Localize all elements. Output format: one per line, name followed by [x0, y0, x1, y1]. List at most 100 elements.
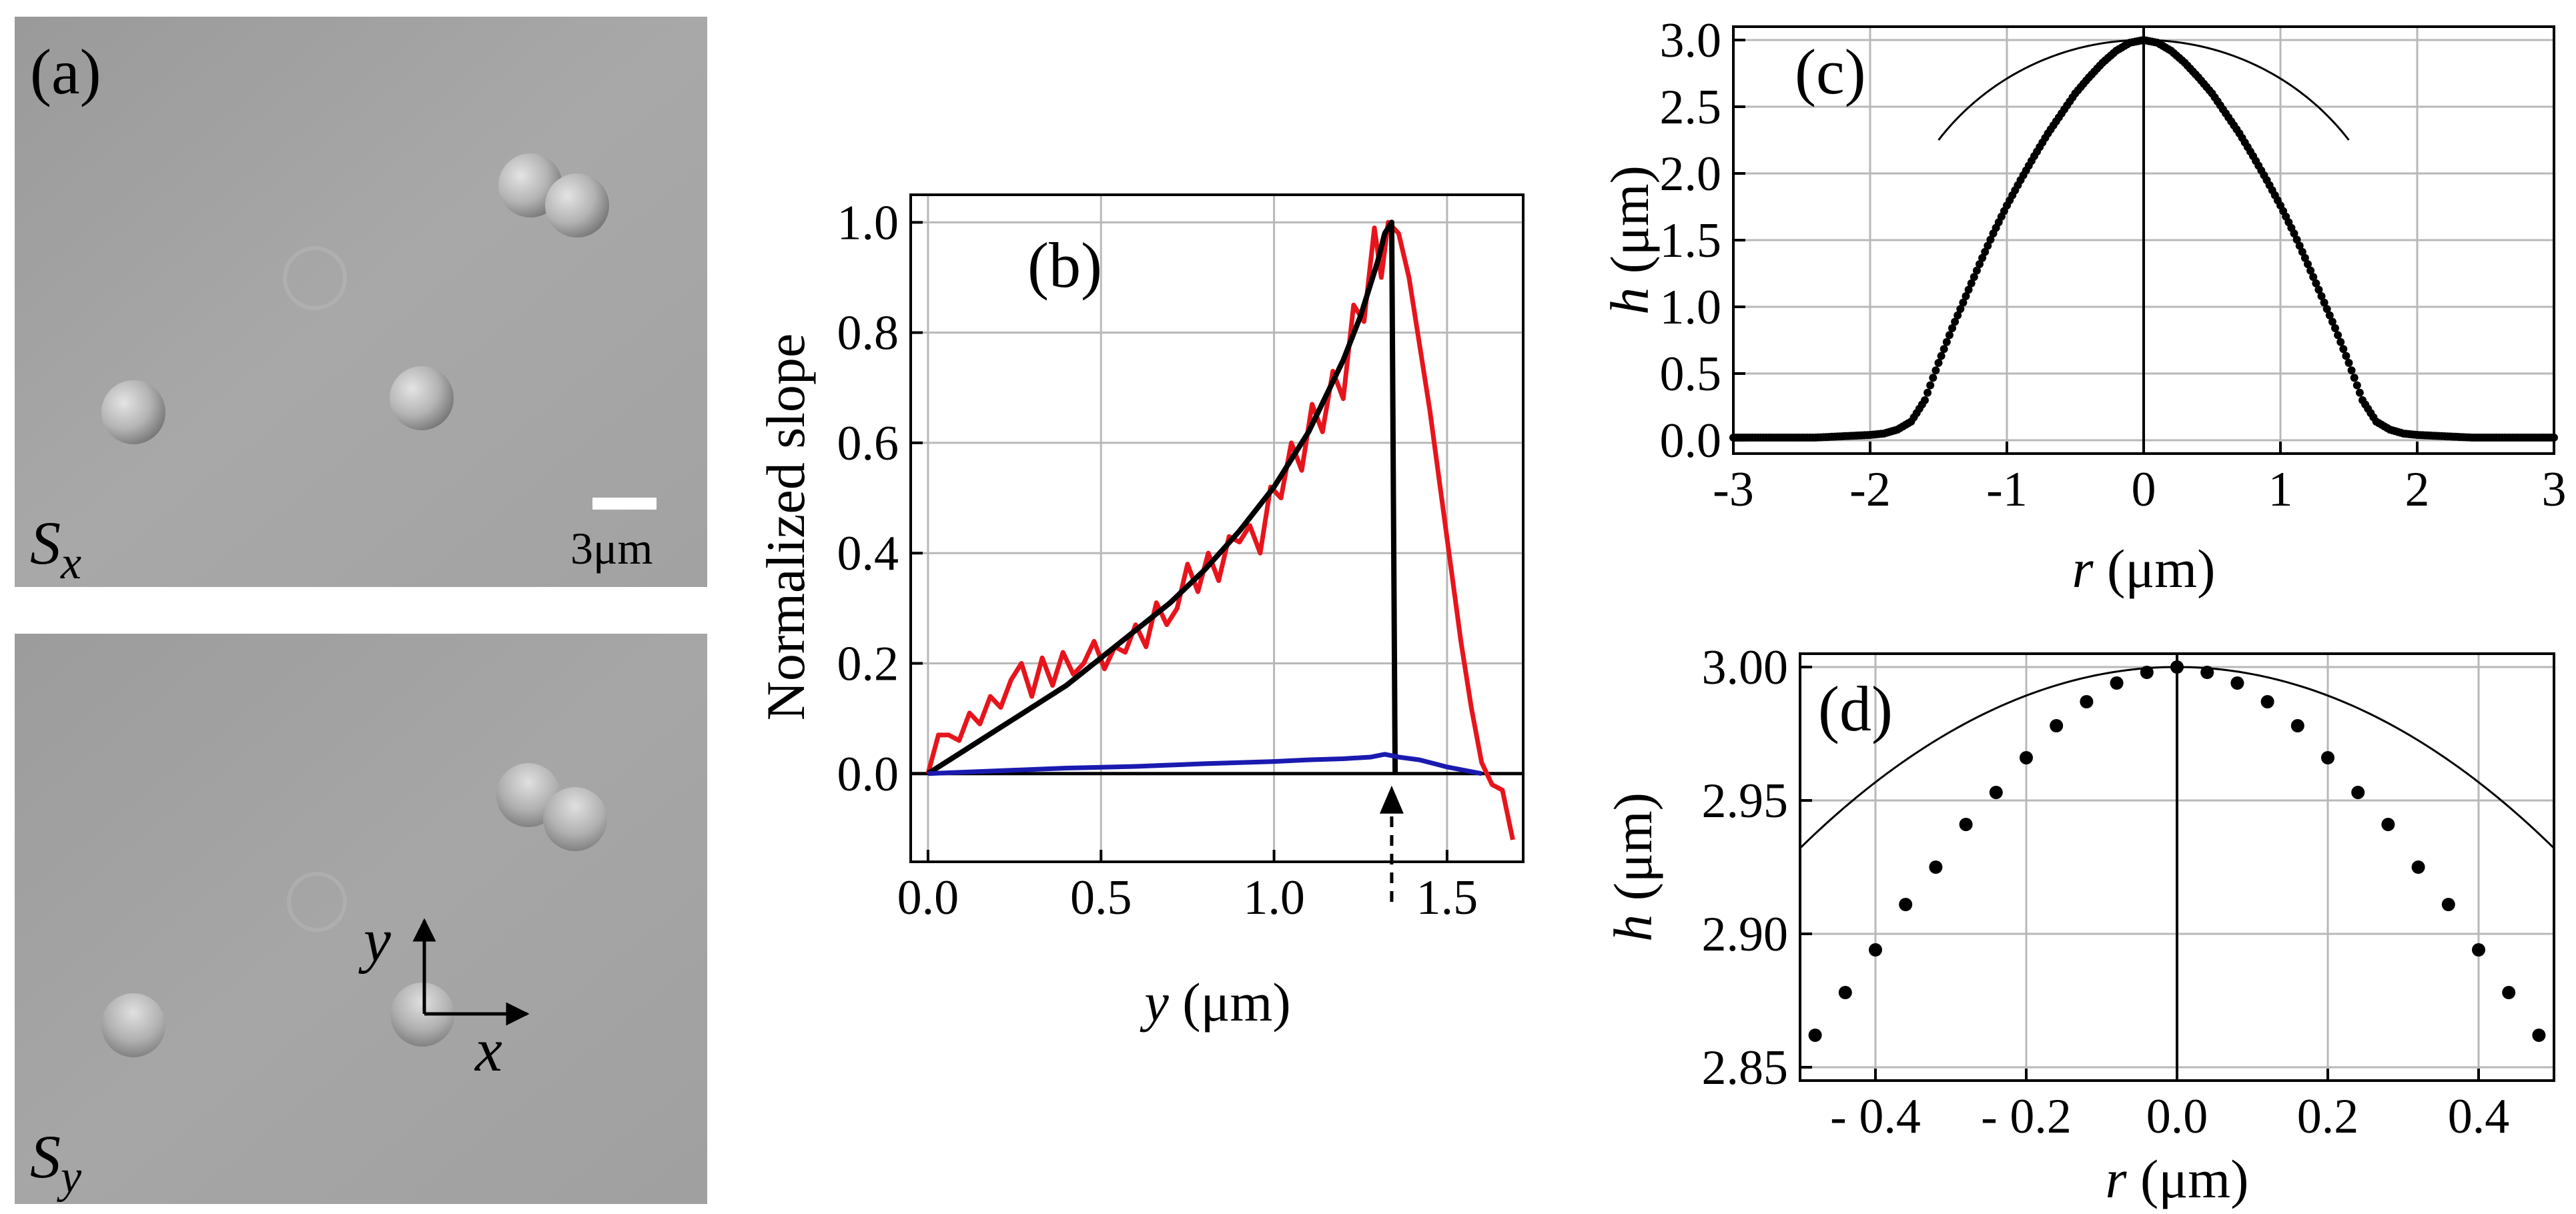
panel-d-label: (d)	[1818, 673, 1893, 744]
panel-c-ytick-label: 3.0	[1660, 13, 1722, 68]
panel-c-point	[1984, 241, 1992, 250]
panel-c-point	[2331, 324, 2339, 332]
bead	[101, 380, 165, 444]
panel-d-point	[2140, 666, 2154, 679]
image-sy	[15, 634, 707, 1204]
panel-c-point	[1976, 260, 1984, 268]
panel-c-xtick-label: -1	[1986, 462, 2028, 517]
panel-c-ticks: -3 -2 -1 0 1 2 3 0.0 0.5 1.0 1.5 2.0 2.5 3.0	[1660, 13, 2567, 517]
panel-d-point	[2321, 751, 2334, 764]
panel-c-point	[1962, 292, 1970, 300]
panel-c-point	[2290, 229, 2298, 237]
panel-b-ytick-label: 0.6	[837, 416, 899, 471]
panel-c-point	[2352, 381, 2361, 390]
panel-c-point	[2328, 318, 2336, 326]
panel-b-ticks: 0.0 0.5 1.0 1.5 0.0 0.2 0.4 0.6 0.8 1.0	[837, 195, 1478, 925]
panel-c-point	[1931, 366, 1940, 375]
panel-d-point	[1929, 860, 1943, 874]
panel-b-ytick-label: 0.0	[837, 747, 899, 802]
panel-c-point	[1934, 359, 1943, 367]
panel-b-ytick-label: 0.2	[837, 636, 899, 691]
panel-c-ylabel: h (μm)	[1599, 165, 1660, 315]
panel-c-xtick-label: 0	[2132, 462, 2156, 517]
panel-d-xtick-label: 0.0	[2146, 1089, 2208, 1144]
panel-c-ytick-label: 1.5	[1660, 213, 1722, 268]
scale-bar-label: 3μm	[570, 523, 653, 574]
panel-c-point	[2339, 345, 2348, 354]
panel-c-point	[2292, 235, 2301, 244]
bead	[545, 173, 609, 237]
panel-c-point	[1937, 352, 1946, 360]
panel-c-point	[2306, 266, 2315, 275]
panel-b-xtick-label: 1.0	[1243, 870, 1305, 925]
panel-c-point	[1981, 247, 1990, 256]
panel-d-ytick-label: 2.95	[1702, 774, 1789, 828]
panel-c-point	[1951, 318, 1960, 326]
panel-c-ytick-label: 2.0	[1660, 147, 1722, 201]
scale-bar	[592, 498, 657, 510]
panel-d-point	[2110, 676, 2124, 690]
panel-c-point	[2309, 273, 2318, 281]
panel-d-point	[1838, 986, 1852, 999]
panel-d-xtick-label: 0.2	[2297, 1089, 2359, 1144]
panel-d-point	[1869, 943, 1882, 957]
ghost-bead	[283, 246, 347, 310]
panel-b-label: (b)	[1027, 229, 1102, 301]
panel-b-ytick-label: 0.8	[837, 306, 899, 361]
panel-c-point	[2322, 305, 2331, 314]
panel-c-xtick-label: 3	[2542, 462, 2567, 517]
panel-c-point	[2336, 338, 2345, 346]
panel-c-point	[1964, 285, 1973, 294]
panel-c-point	[2304, 260, 2312, 268]
panel-a: (a) Sx 3μm Sy y x	[15, 17, 707, 1204]
panel-c-point	[2350, 374, 2358, 382]
panel-d-ytick-label: 2.90	[1702, 907, 1789, 962]
panel-c-point	[1921, 396, 1929, 404]
panel-c-ytick-label: 0.0	[1660, 414, 1722, 468]
bead	[390, 366, 454, 430]
panel-c-point	[2347, 366, 2356, 375]
model-slope-line	[926, 219, 1398, 776]
panel-c-point	[1986, 235, 1995, 244]
panel-d-point	[2351, 786, 2365, 799]
panel-c-point	[2320, 298, 2328, 307]
panel-d-point	[1959, 818, 1973, 831]
panel-c-point	[2300, 253, 2309, 262]
ghost-bead	[287, 872, 347, 932]
panel-c-point	[2342, 352, 2350, 360]
panel-b-ytick-label: 0.4	[837, 526, 899, 581]
panel-d-xtick-label: 0.4	[2448, 1089, 2510, 1144]
panel-c-point	[1978, 253, 1987, 262]
bead	[390, 983, 454, 1047]
panel-d-point	[2200, 666, 2214, 679]
panel-b-ylabel: Normalized slope	[755, 334, 816, 721]
panel-c-point	[2317, 292, 2326, 300]
panel-d-xtick-label: - 0.2	[1981, 1089, 2072, 1144]
panel-c-point	[1959, 298, 1968, 307]
panel-c-ytick-label: 0.5	[1660, 347, 1722, 402]
panel-d-ylabel: h (μm)	[1603, 792, 1663, 942]
bead	[101, 993, 165, 1057]
panel-b-xtick-label: 0.0	[897, 870, 959, 925]
panel-c-xtick-label: 2	[2405, 462, 2430, 517]
edge-arrow-head	[1379, 785, 1404, 814]
panel-c-xtick-label: -2	[1849, 462, 1891, 517]
image-sx	[15, 17, 707, 587]
panel-c: -3 -2 -1 0 1 2 3 0.0 0.5 1.0 1.5 2.0 2.5 3.0 (c) h (μ…	[1599, 13, 2567, 599]
panel-c-point	[1926, 381, 1935, 390]
panel-c-point	[1948, 324, 1956, 332]
panel-b-ytick-label: 1.0	[837, 195, 899, 250]
panel-d-point	[2080, 695, 2094, 708]
panel-c-point	[2314, 285, 2323, 294]
panel-d-ticks: - 0.4 - 0.2 0.0 0.2 0.4 2.85 2.90 2.95 3.00	[1702, 640, 2510, 1144]
panel-b-series	[925, 219, 1515, 902]
panel-c-label: (c)	[1795, 36, 1866, 107]
panel-d-point	[1899, 898, 1913, 911]
panel-c-xlabel: r (μm)	[2072, 538, 2216, 599]
panel-d-point	[2532, 1029, 2546, 1042]
panel-c-series	[1729, 27, 2558, 454]
panel-c-point	[1929, 374, 1938, 382]
panel-d-point	[2411, 860, 2425, 874]
panel-c-point	[1940, 345, 1948, 354]
panel-c-point	[1972, 266, 1981, 275]
